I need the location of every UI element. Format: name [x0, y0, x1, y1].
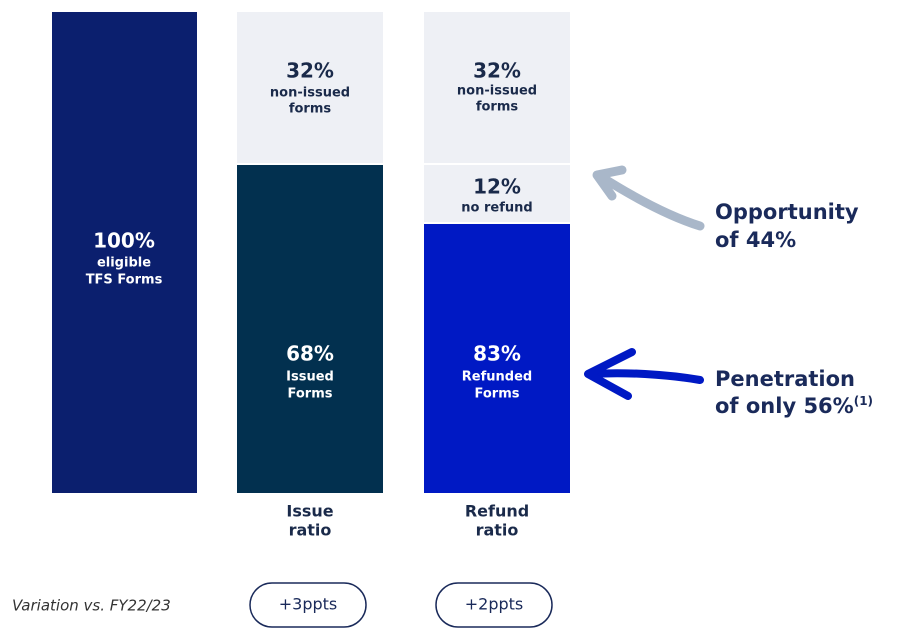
segment-value: 100% — [93, 229, 155, 253]
segment-label: forms — [289, 102, 332, 117]
bar-segment — [237, 12, 383, 163]
segment-label: TFS Forms — [86, 273, 163, 288]
segment-label: Forms — [475, 387, 520, 402]
column-caption: Refund — [465, 502, 529, 521]
arrow — [586, 369, 704, 384]
bar-segment — [237, 165, 383, 493]
segment-label: no refund — [461, 201, 532, 216]
column-caption: ratio — [289, 521, 332, 540]
bar-segment — [424, 165, 570, 222]
column-caption: ratio — [476, 521, 519, 540]
bar-segment — [424, 12, 570, 163]
arrow-head — [584, 348, 636, 400]
segment-label: non-issued — [270, 86, 350, 101]
segment-value: 12% — [473, 175, 521, 199]
column-caption: Issue — [286, 502, 333, 521]
segment-value: 32% — [473, 59, 521, 83]
segment-value: 83% — [473, 342, 521, 366]
segment-label: eligible — [97, 256, 151, 271]
annotation: of only 56%(1) — [715, 394, 873, 419]
footnote-ref: (1) — [854, 394, 873, 408]
pill — [249, 582, 367, 628]
segment-label: Refunded — [462, 370, 532, 385]
arrow-head — [592, 165, 627, 201]
segment-label: Forms — [288, 387, 333, 402]
segment-label: forms — [476, 100, 519, 115]
arrow — [595, 171, 705, 231]
segment-value: 32% — [286, 59, 334, 83]
annotation-text: of only 56% — [715, 394, 854, 418]
segment-value: 68% — [286, 342, 334, 366]
annotation: Opportunity — [715, 200, 859, 224]
annotation: of 44% — [715, 228, 796, 252]
pill-text: +3ppts — [279, 595, 338, 614]
annotation: Penetration — [715, 367, 855, 391]
bar-segment — [424, 224, 570, 493]
bar-segment — [52, 12, 197, 493]
pill-text: +2ppts — [465, 595, 524, 614]
segment-label: non-issued — [457, 84, 537, 99]
segment-label: Issued — [286, 370, 334, 385]
variation-label: Variation vs. FY22/23 — [12, 597, 171, 615]
pill — [435, 582, 553, 628]
